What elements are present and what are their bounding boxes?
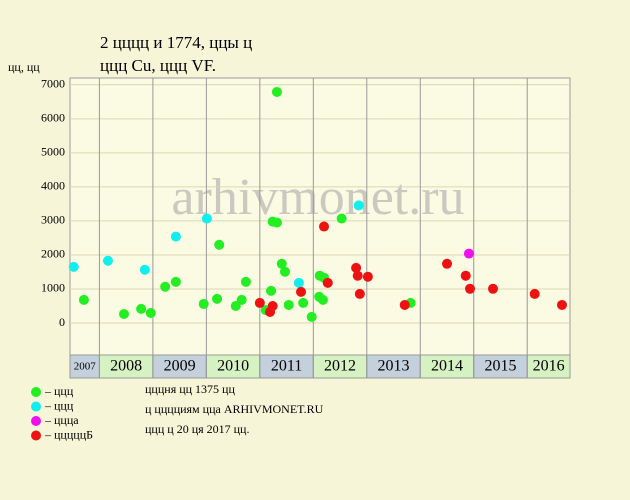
point: [102, 255, 113, 266]
point: [322, 277, 333, 288]
note: цццня цц 1375 цц: [145, 382, 235, 396]
point: [351, 262, 362, 273]
watermark: arhivmonet.ru: [171, 169, 464, 226]
point: [139, 264, 150, 275]
point: [267, 300, 278, 311]
legend-marker: [31, 401, 41, 412]
point: [352, 270, 363, 281]
legend-marker: [31, 416, 41, 426]
point: [556, 299, 567, 310]
point: [362, 271, 373, 282]
point: [160, 281, 171, 292]
legend-label: – ццца: [44, 413, 79, 427]
x-tick-label: 2007: [74, 361, 97, 373]
y-tick-label: 4000: [41, 179, 65, 193]
x-tick-label: 2016: [533, 358, 565, 375]
y-tick-label: 6000: [41, 111, 65, 125]
point: [442, 258, 453, 269]
legend-marker: [31, 387, 41, 397]
point: [279, 266, 290, 277]
x-tick-label: 2008: [110, 358, 142, 375]
point: [283, 299, 294, 310]
point: [293, 277, 304, 288]
point: [354, 288, 365, 299]
y-tick-label: 3000: [41, 213, 65, 227]
y-tick-label: 7000: [41, 77, 65, 91]
x-tick-label: 2009: [164, 358, 196, 375]
x-tick-label: 2011: [271, 358, 302, 375]
point: [136, 303, 147, 314]
point: [68, 261, 79, 272]
y-tick-label: 1000: [41, 281, 65, 295]
point: [336, 213, 347, 224]
point: [214, 239, 225, 250]
point: [529, 288, 540, 299]
y-tick-label: 5000: [41, 145, 65, 159]
y-tick-label: 2000: [41, 247, 65, 261]
legend-label: – ццц: [44, 398, 74, 412]
point: [119, 308, 130, 319]
chart-subtitle: ццц Cu, ццц VF.: [100, 56, 216, 75]
point: [298, 297, 309, 308]
chart-title: 2 цццц и 1774, ццы ц: [100, 33, 252, 52]
note: ццц ц 20 ця 2017 цц.: [145, 422, 249, 436]
x-tick-label: 2013: [378, 358, 410, 375]
point: [276, 258, 287, 269]
point: [317, 294, 328, 305]
y-tick-label: 0: [59, 315, 65, 329]
x-tick-label: 2010: [217, 358, 249, 375]
legend-label: – цццццБ: [44, 427, 93, 441]
point: [271, 86, 282, 97]
point: [170, 231, 181, 242]
point: [212, 293, 223, 304]
x-tick-label: 2012: [324, 358, 356, 375]
point: [306, 311, 317, 322]
point: [201, 213, 212, 224]
point: [319, 221, 330, 232]
point: [465, 283, 475, 294]
point: [254, 297, 265, 308]
point: [460, 270, 471, 281]
legend-label: – ццц: [44, 384, 74, 398]
point: [170, 276, 181, 287]
point: [145, 307, 156, 318]
x-tick-label: 2015: [484, 358, 516, 375]
point: [296, 286, 307, 297]
point: [271, 217, 282, 228]
point: [463, 248, 474, 259]
point: [266, 285, 277, 296]
point: [236, 294, 247, 305]
note: ц цццциям цца ARHIVMONET.RU: [145, 402, 324, 416]
legend-marker: [31, 430, 41, 441]
point: [240, 276, 251, 287]
point: [78, 294, 89, 305]
point: [399, 299, 410, 310]
point: [487, 283, 498, 294]
point: [198, 298, 209, 309]
point: [353, 200, 364, 211]
y-axis-label: цц, цц: [8, 60, 40, 74]
x-tick-label: 2014: [431, 358, 463, 375]
